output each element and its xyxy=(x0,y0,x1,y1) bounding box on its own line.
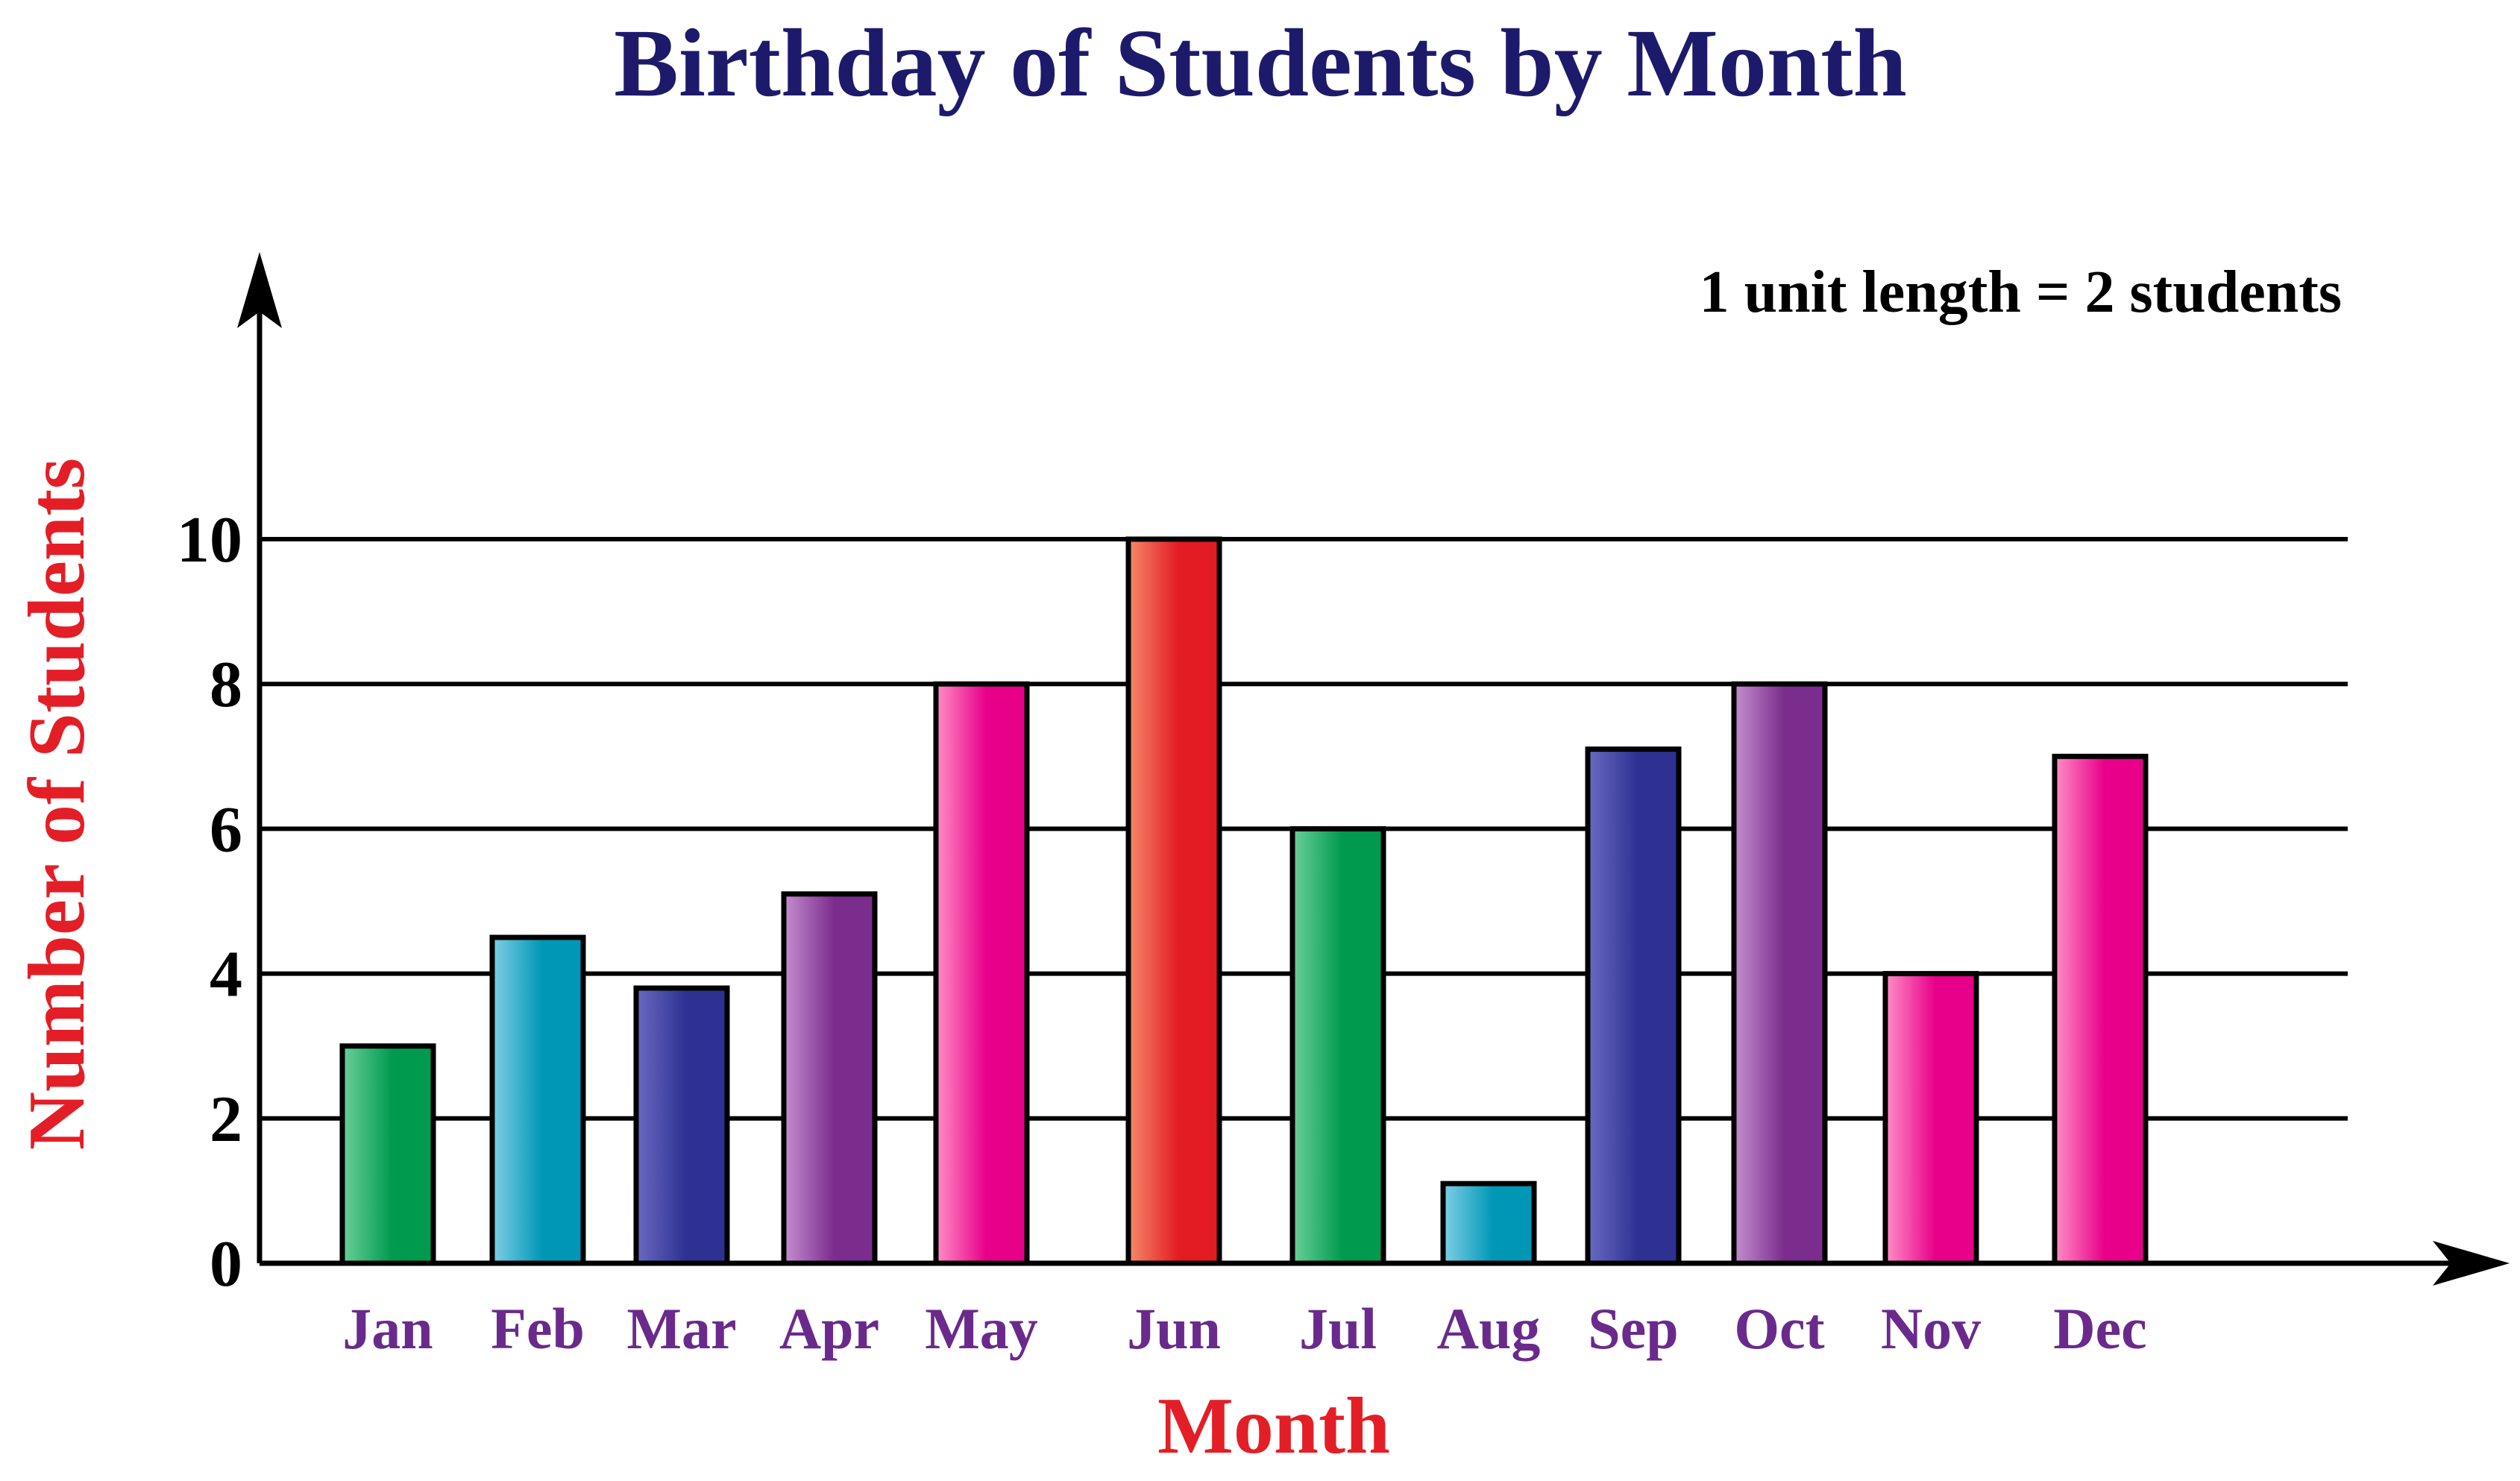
bar-sep xyxy=(1585,746,1682,1266)
bar-dec xyxy=(2052,753,2149,1266)
x-tick-label: May xyxy=(925,1296,1038,1361)
bar-may xyxy=(933,681,1030,1266)
y-tick-label: 0 xyxy=(210,1228,242,1301)
x-tick-label: Apr xyxy=(779,1296,879,1361)
x-tick-label: Jun xyxy=(1127,1296,1221,1361)
axes xyxy=(237,252,2510,1286)
y-tick-label: 8 xyxy=(210,649,242,721)
x-tick-label: Jan xyxy=(342,1296,433,1361)
bar-jun xyxy=(1125,536,1222,1266)
x-tick-label: Nov xyxy=(1881,1296,1981,1361)
y-tick-label: 10 xyxy=(177,504,242,576)
x-tick-label: Jul xyxy=(1299,1296,1377,1361)
y-tick-labels: 0 2 4 6 8 10 xyxy=(177,504,242,1301)
bar-jan xyxy=(339,1043,436,1266)
bar-jul xyxy=(1289,826,1386,1266)
bar-feb xyxy=(489,934,586,1266)
y-tick-label: 6 xyxy=(210,793,242,866)
x-tick-label: Dec xyxy=(2053,1296,2147,1361)
y-tick-label: 2 xyxy=(210,1084,242,1156)
y-axis-arrow xyxy=(237,252,282,328)
bar-aug xyxy=(1440,1180,1537,1266)
y-tick-label: 4 xyxy=(210,939,242,1011)
x-tick-label: Feb xyxy=(491,1296,585,1361)
x-tick-labels: Jan Feb Mar Apr May Jun Jul Aug Sep Oct Nov Dec xyxy=(342,1296,2146,1361)
x-tick-label: Mar xyxy=(626,1296,736,1361)
x-tick-label: Aug xyxy=(1437,1296,1541,1361)
x-tick-label: Oct xyxy=(1734,1296,1824,1361)
bar-apr xyxy=(781,891,878,1266)
x-tick-label: Sep xyxy=(1588,1296,1678,1361)
y-axis-label: Number of Students xyxy=(13,458,101,1150)
scale-note: 1 unit length = 2 students xyxy=(1700,260,2342,325)
bar-mar xyxy=(633,985,730,1266)
bars xyxy=(339,536,2149,1266)
bar-nov xyxy=(1882,971,1979,1266)
chart-title: Birthday of Students by Month xyxy=(614,10,1907,117)
x-axis-arrow xyxy=(2433,1241,2510,1286)
x-axis-label: Month xyxy=(1157,1382,1390,1471)
bar-oct xyxy=(1731,681,1828,1266)
